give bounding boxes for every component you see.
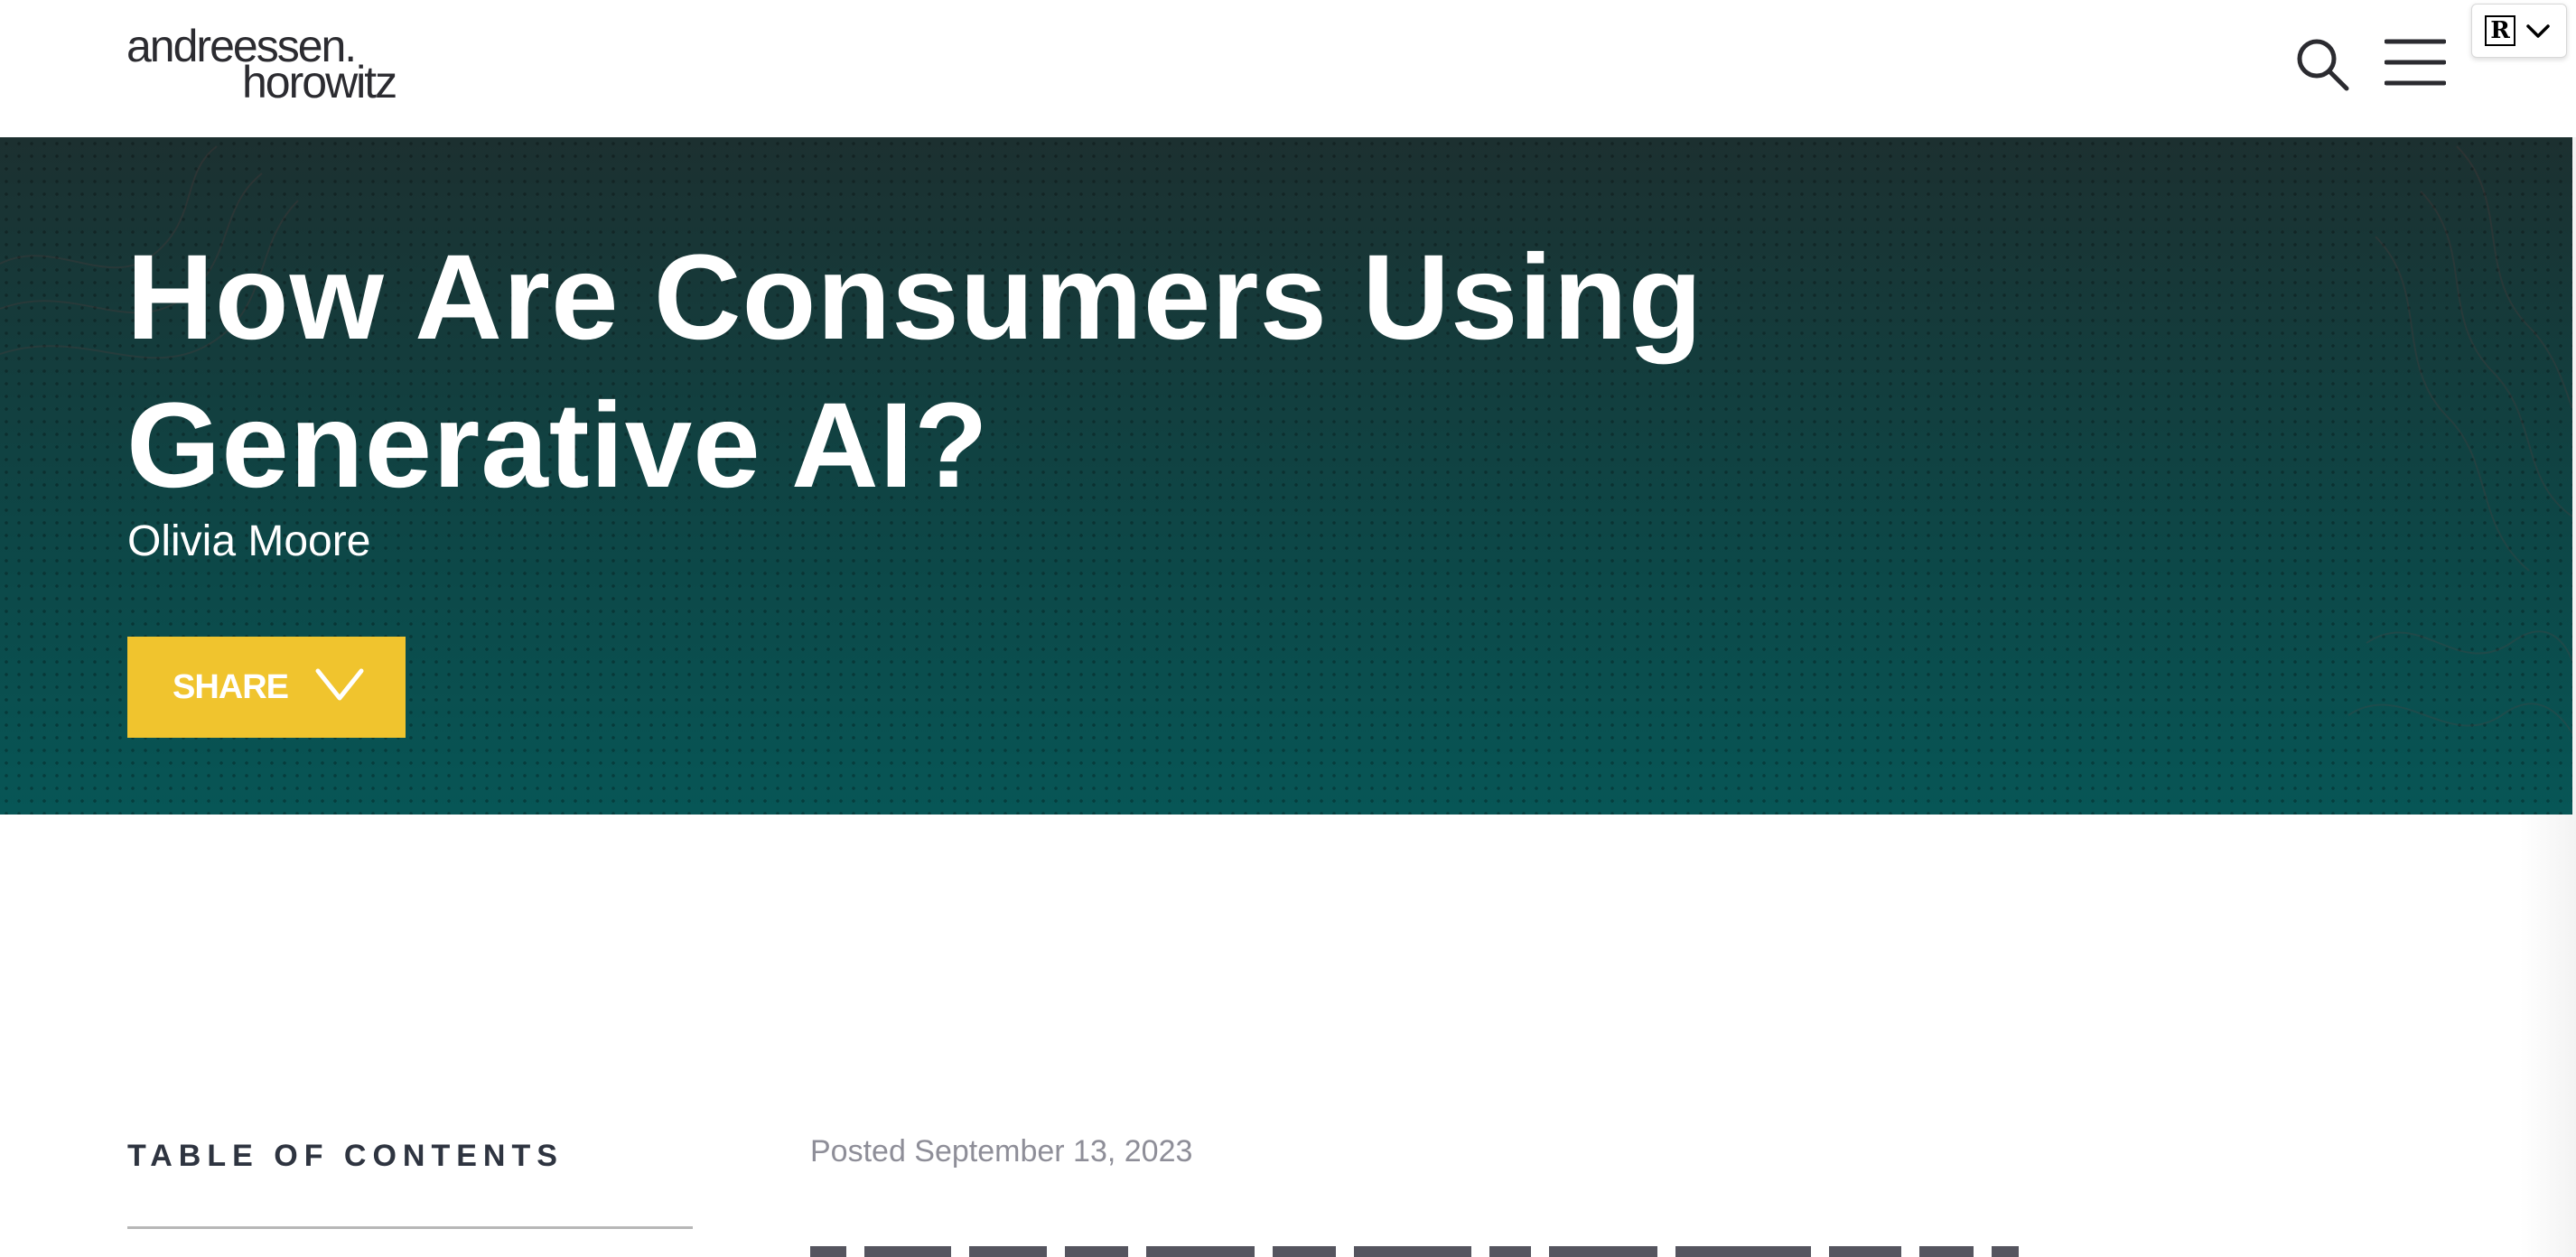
site-logo[interactable]: andreessen. horowitz [126,21,434,107]
search-button[interactable] [2294,36,2350,92]
extension-logo-icon: R [2485,15,2515,46]
page-edge-shadow [2520,815,2576,1257]
chevron-down-icon [315,668,364,701]
article-title: How Are Consumers Using Generative AI? [126,230,1703,513]
cropped-text-line [810,1246,2019,1257]
search-icon [2297,39,2349,91]
menu-button[interactable] [2384,38,2447,87]
hero-banner: How Are Consumers Using Generative AI? O… [0,137,2572,815]
site-header: andreessen. horowitz R [0,0,2576,137]
table-of-contents-heading: TABLE OF CONTENTS [127,1139,564,1173]
article-author[interactable]: Olivia Moore [127,517,371,565]
logo-line-1: andreessen. [126,21,357,71]
page-edge-shadow [2572,137,2576,815]
hero-contour-decoration [0,145,2572,734]
toc-divider [127,1226,693,1229]
share-button[interactable]: SHARE [127,637,406,738]
article-body-peek [810,1244,2165,1257]
share-label: SHARE [173,668,289,706]
logo-line-2: horowitz [242,57,397,107]
hero-dot-pattern [0,137,2572,815]
posted-date: Posted September 13, 2023 [810,1134,1193,1169]
extension-widget[interactable]: R [2471,4,2567,58]
hamburger-menu-icon [2384,39,2447,86]
chevron-down-icon [2526,24,2550,38]
